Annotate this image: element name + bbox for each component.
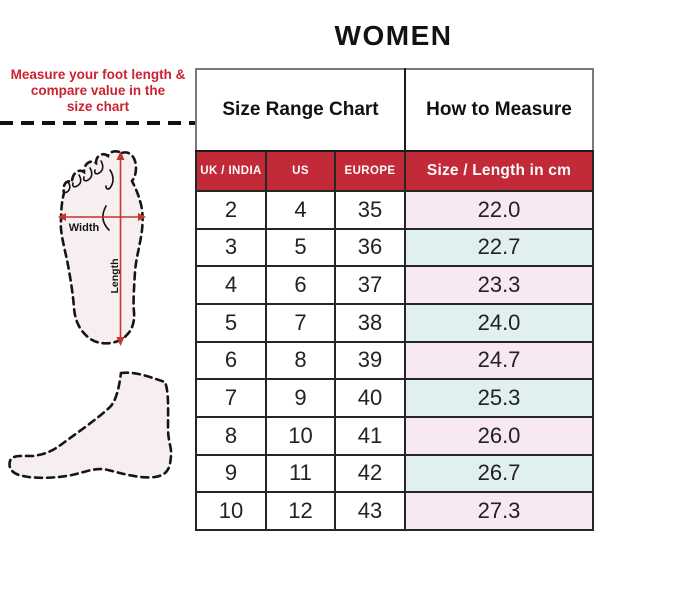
cell-uk-india: 5 — [195, 302, 267, 343]
cell-size-cm: 24.0 — [404, 302, 595, 343]
length-label: Length — [109, 259, 121, 294]
measure-instruction: Measure your foot length & compare value… — [2, 67, 194, 115]
cell-europe: 40 — [333, 378, 407, 418]
cell-europe: 39 — [333, 340, 407, 381]
table-top-header-row: Size Range Chart How to Measure — [194, 68, 595, 152]
cell-us: 7 — [265, 302, 336, 343]
cell-us: 9 — [265, 378, 336, 418]
instruction-line: size chart — [66, 99, 130, 114]
table-row: 9 11 42 26.7 — [195, 453, 595, 494]
cell-us: 5 — [265, 227, 336, 268]
how-to-measure-header: How to Measure — [404, 68, 595, 152]
size-range-chart-header: Size Range Chart — [194, 68, 407, 152]
cell-size-cm: 22.7 — [404, 227, 595, 268]
instruction-line: compare value in the — [30, 83, 166, 98]
cell-us: 8 — [265, 340, 336, 381]
foot-diagrams: Width Length — [0, 121, 196, 480]
cell-size-cm: 26.7 — [404, 453, 595, 494]
cell-size-cm: 27.3 — [404, 491, 595, 531]
cell-size-cm: 23.3 — [404, 265, 595, 305]
cell-us: 11 — [265, 453, 336, 494]
table-row: 8 10 41 26.0 — [195, 415, 595, 456]
table-row: 10 12 43 27.3 — [195, 491, 595, 531]
cell-europe: 37 — [333, 265, 407, 305]
table-row: 2 4 35 22.0 — [195, 190, 595, 230]
cell-europe: 42 — [333, 453, 407, 494]
col-header-uk-india: UK / INDIA — [195, 150, 267, 192]
cell-uk-india: 7 — [195, 378, 267, 418]
table-row: 7 9 40 25.3 — [195, 378, 595, 418]
col-header-europe: EUROPE — [333, 150, 407, 192]
cell-europe: 36 — [333, 227, 407, 268]
cell-uk-india: 8 — [195, 415, 267, 456]
cell-us: 12 — [265, 491, 336, 531]
width-arrow — [58, 213, 146, 221]
cell-europe: 43 — [333, 491, 407, 531]
cell-uk-india: 4 — [195, 265, 267, 305]
cell-us: 10 — [265, 415, 336, 456]
col-header-size-length: Size / Length in cm — [404, 150, 595, 192]
cell-size-cm: 26.0 — [404, 415, 595, 456]
cell-us: 4 — [265, 190, 336, 230]
cell-uk-india: 6 — [195, 340, 267, 381]
cell-uk-india: 2 — [195, 190, 267, 230]
cell-uk-india: 10 — [195, 491, 267, 531]
table-row: 4 6 37 23.3 — [195, 265, 595, 305]
cell-size-cm: 22.0 — [404, 190, 595, 230]
size-chart-table: Size Range Chart How to Measure UK / IND… — [194, 68, 595, 531]
cell-size-cm: 24.7 — [404, 340, 595, 381]
width-label: Width — [69, 222, 100, 234]
instruction-line: Measure your foot length & — [10, 67, 186, 82]
cell-europe: 35 — [333, 190, 407, 230]
toe-lines — [62, 160, 114, 231]
cell-us: 6 — [265, 265, 336, 305]
cell-europe: 41 — [333, 415, 407, 456]
cell-uk-india: 3 — [195, 227, 267, 268]
foot-side-view-outline — [8, 371, 173, 480]
col-header-us: US — [265, 150, 336, 192]
page-title: WOMEN — [334, 20, 453, 51]
column-header-row: UK / INDIA US EUROPE Size / Length in cm — [195, 150, 595, 192]
foot-top-view-outline — [59, 150, 144, 345]
cell-europe: 38 — [333, 302, 407, 343]
table-row: 5 7 38 24.0 — [195, 302, 595, 343]
length-arrow — [116, 151, 125, 346]
table-row: 6 8 39 24.7 — [195, 340, 595, 381]
cell-size-cm: 25.3 — [404, 378, 595, 418]
table-row: 3 5 36 22.7 — [195, 227, 595, 268]
cell-uk-india: 9 — [195, 453, 267, 494]
